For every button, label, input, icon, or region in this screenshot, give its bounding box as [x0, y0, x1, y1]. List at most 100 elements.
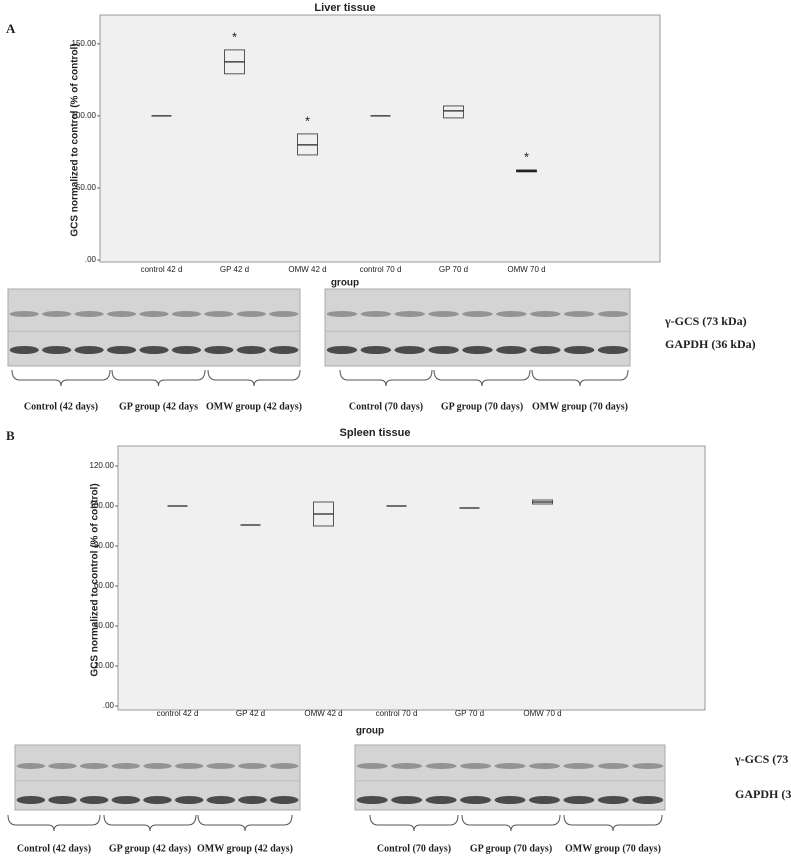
band [597, 763, 629, 769]
band [174, 763, 204, 769]
band [48, 796, 77, 804]
band [528, 796, 560, 804]
band [269, 346, 299, 354]
x-axis-label: group [331, 278, 359, 289]
band [269, 763, 299, 769]
bracket [433, 369, 531, 387]
bracket [531, 369, 629, 387]
x-tick-label: control 70 d [376, 709, 418, 718]
band [496, 311, 527, 317]
band [530, 311, 561, 317]
band [269, 796, 299, 804]
x-tick-label: control 70 d [360, 265, 402, 274]
y-tick-label: 150.00 [72, 39, 97, 48]
band [360, 346, 392, 354]
y-tick-label: .00 [85, 255, 97, 264]
band [16, 763, 46, 769]
x-tick-label: GP 70 d [455, 709, 484, 718]
band [143, 763, 172, 769]
y-tick-label: 100.00 [72, 111, 97, 120]
panel-label: B [6, 428, 15, 443]
y-tick-label: 40.00 [94, 621, 115, 630]
band [528, 763, 560, 769]
x-axis-label: group [356, 726, 384, 737]
band [106, 346, 137, 354]
y-axis-label: GCS normalized to control (% of control) [70, 43, 81, 236]
x-tick-label: GP 42 d [236, 709, 265, 718]
bracket [7, 814, 101, 832]
band [425, 796, 457, 804]
band [391, 763, 423, 769]
band [74, 346, 104, 354]
bracket [369, 814, 459, 832]
band [360, 311, 392, 317]
y-tick-label: 20.00 [94, 661, 115, 670]
x-tick-label: OMW 42 d [288, 265, 326, 274]
group-label: Control (42 days) [24, 401, 98, 412]
band [111, 763, 141, 769]
y-tick-label: .00 [103, 701, 115, 710]
x-tick-label: OMW 70 d [523, 709, 561, 718]
chart-title: Spleen tissue [340, 427, 411, 439]
band [460, 796, 492, 804]
band [597, 346, 629, 354]
band-label: GAPDH (36 kDa) [665, 337, 756, 351]
bracket [207, 369, 301, 387]
group-label: OMW group (42 days) [197, 843, 293, 854]
band [171, 346, 202, 354]
band [597, 311, 629, 317]
band [428, 311, 459, 317]
band [530, 346, 561, 354]
group-label: Control (42 days) [17, 843, 91, 854]
band [74, 311, 104, 317]
band [139, 346, 169, 354]
band [494, 796, 526, 804]
band [563, 346, 595, 354]
band [269, 311, 299, 317]
band [206, 796, 236, 804]
band [394, 311, 425, 317]
plot-area [99, 14, 661, 263]
y-tick-label: 50.00 [76, 183, 97, 192]
band [238, 796, 267, 804]
band [238, 763, 267, 769]
group-label: GP group (70 days) [441, 401, 523, 412]
band [632, 763, 664, 769]
band [494, 763, 526, 769]
band-label: GAPDH (36 kDa) [735, 787, 791, 801]
band [356, 763, 388, 769]
band [462, 346, 493, 354]
band [563, 763, 595, 769]
band [9, 311, 39, 317]
band [563, 311, 595, 317]
band-label: γ-GCS (73 kDa) [734, 752, 791, 766]
band [428, 346, 459, 354]
bracket [197, 814, 293, 832]
band [206, 763, 236, 769]
y-axis-label: GCS normalized to control (% of control) [90, 483, 101, 676]
band [42, 346, 72, 354]
band [16, 796, 46, 804]
band [236, 346, 266, 354]
band [496, 346, 527, 354]
band [597, 796, 629, 804]
band [171, 311, 202, 317]
x-tick-label: OMW 70 d [507, 265, 545, 274]
group-label: GP group (70 days) [470, 843, 552, 854]
band [326, 346, 358, 354]
band [425, 763, 457, 769]
bracket [111, 369, 206, 387]
chart-title: Liver tissue [314, 2, 375, 14]
band [106, 311, 137, 317]
plot-area [117, 445, 706, 711]
band [236, 311, 266, 317]
band-label: γ-GCS (73 kDa) [664, 314, 747, 328]
band [462, 311, 493, 317]
x-tick-label: control 42 d [157, 709, 199, 718]
band [143, 796, 172, 804]
significance-mark: * [305, 113, 310, 128]
x-tick-label: GP 42 d [220, 265, 249, 274]
box [443, 105, 464, 119]
band [204, 346, 234, 354]
